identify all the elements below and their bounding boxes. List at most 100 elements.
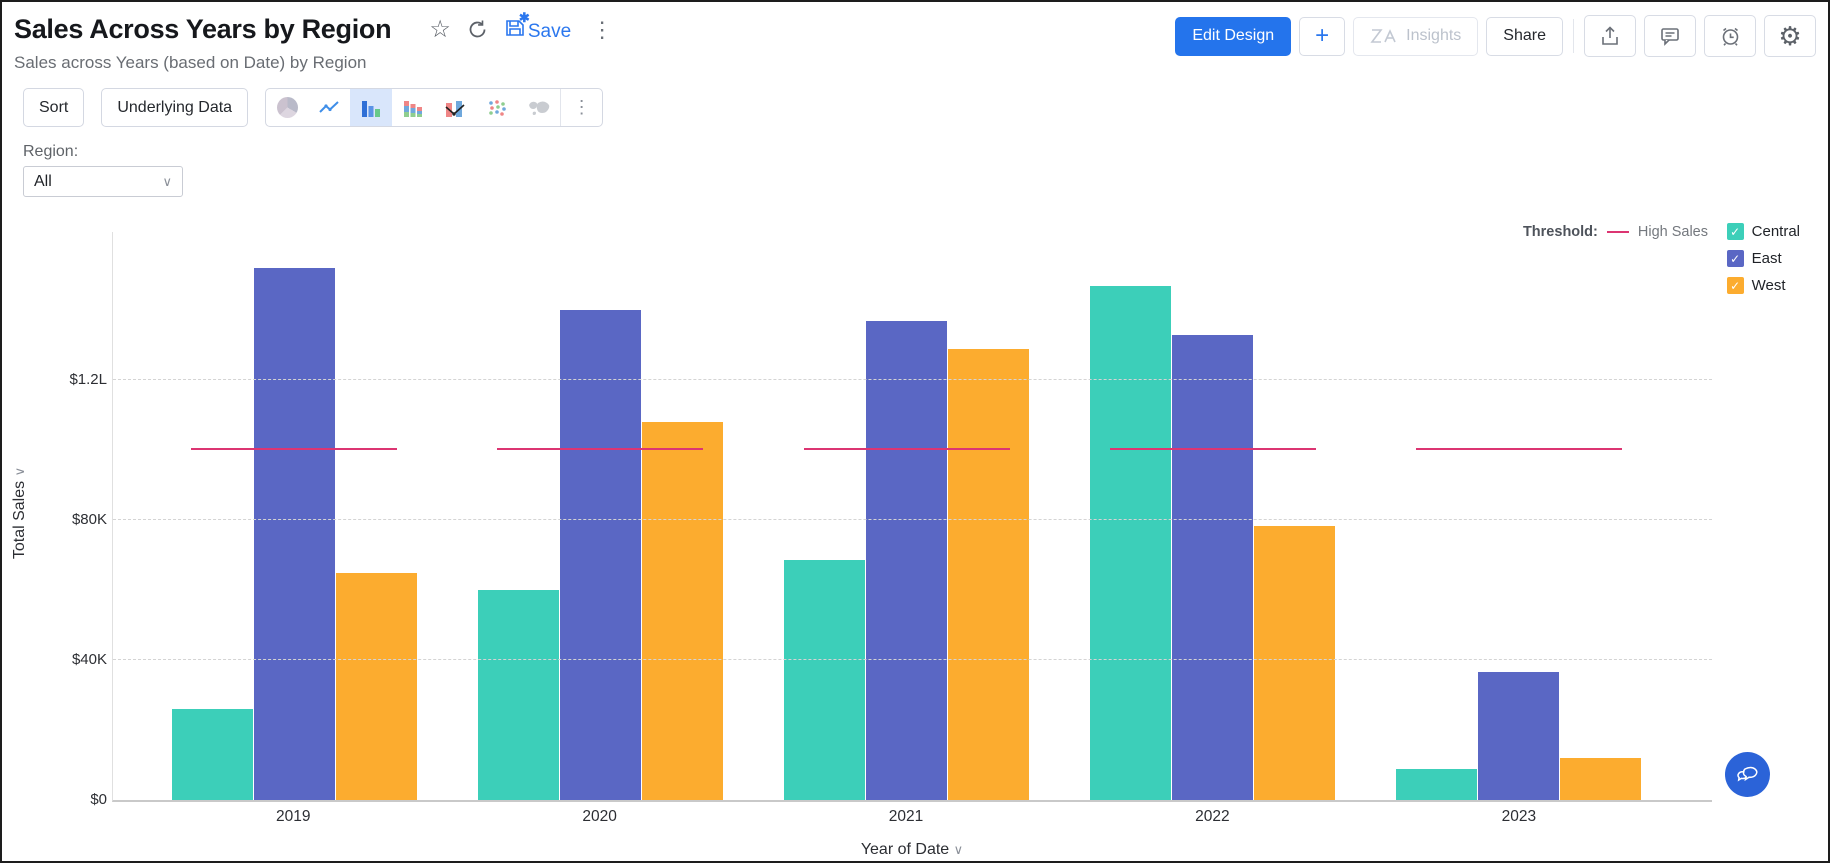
bar-group-2022	[1060, 232, 1366, 800]
chart-type-line-icon[interactable]	[308, 89, 350, 126]
alarm-clock-icon	[1719, 25, 1742, 48]
bar-central-2021[interactable]	[784, 560, 865, 800]
bar-east-2021[interactable]	[866, 320, 947, 800]
alerts-button[interactable]	[1704, 15, 1756, 57]
star-icon[interactable]: ☆	[429, 15, 451, 43]
chart-type-pie-icon[interactable]	[266, 89, 308, 126]
x-tick-label: 2023	[1501, 808, 1537, 825]
comment-icon	[1659, 25, 1681, 47]
chart-type-combo-icon[interactable]	[434, 89, 476, 126]
gridline	[113, 519, 1712, 521]
threshold-name: High Sales	[1637, 224, 1708, 240]
chart-type-switcher: ⋮	[265, 88, 604, 127]
legend-item-west[interactable]: ✓ West	[1726, 277, 1800, 294]
zia-insights-button[interactable]: Insights	[1353, 16, 1479, 56]
bar-west-2019[interactable]	[335, 572, 417, 800]
edit-design-button[interactable]: Edit Design	[1175, 16, 1292, 56]
bar-central-2019[interactable]	[171, 709, 253, 800]
chart-legend: ✓ Central ✓ East ✓ West	[1726, 223, 1800, 294]
settings-button[interactable]: ⚙	[1764, 15, 1816, 57]
bar-east-2020[interactable]	[559, 310, 641, 800]
x-axis-chevron-icon: ∨	[953, 842, 964, 857]
x-tick-label: 2019	[275, 808, 311, 825]
bar-central-2020[interactable]	[477, 590, 559, 800]
threshold-line-2019	[191, 448, 398, 451]
x-axis-title[interactable]: Year of Date ∨	[860, 841, 964, 858]
chart-type-scatter-icon[interactable]	[476, 89, 518, 126]
save-label: Save	[527, 20, 572, 42]
bar-east-2023[interactable]	[1478, 672, 1560, 800]
x-tick-label: 2021	[888, 808, 924, 825]
comment-button[interactable]	[1644, 15, 1696, 57]
legend-checkbox-west[interactable]: ✓	[1726, 277, 1744, 294]
page-title: Sales Across Years by Region	[14, 14, 392, 44]
zia-insights-label: Insights	[1406, 27, 1462, 44]
bar-group-2021	[753, 232, 1059, 800]
gridline	[113, 659, 1712, 661]
header-actions: Edit Design + Insights Share	[1175, 15, 1816, 57]
legend-checkbox-east[interactable]: ✓	[1726, 250, 1744, 267]
add-button[interactable]: +	[1299, 16, 1346, 56]
legend-item-central[interactable]: ✓ Central	[1726, 223, 1800, 240]
chart-plot-area: $0 $40K $80K $1.2L	[69, 232, 1712, 808]
legend-item-east[interactable]: ✓ East	[1726, 250, 1800, 267]
bar-east-2022[interactable]	[1172, 334, 1254, 800]
region-filter-select[interactable]: All ∨	[23, 166, 183, 197]
export-icon	[1599, 25, 1621, 47]
threshold-line-2022	[1109, 448, 1316, 451]
chart-type-stacked-bar-icon[interactable]	[392, 89, 434, 126]
zia-icon	[1370, 26, 1400, 46]
y-tick-label: $1.2L	[69, 371, 107, 389]
bar-west-2023[interactable]	[1560, 758, 1642, 800]
threshold-line-2021	[803, 448, 1010, 451]
bar-east-2019[interactable]	[253, 268, 335, 800]
y-tick-label: $0	[90, 791, 107, 808]
gridline	[113, 379, 1712, 381]
y-tick-label: $40K	[71, 651, 107, 669]
gear-icon: ⚙	[1778, 21, 1802, 51]
chart-type-more-icon[interactable]: ⋮	[560, 89, 602, 126]
x-tick-label: 2022	[1195, 808, 1230, 825]
bar-group-2023	[1366, 232, 1672, 800]
header: Sales Across Years by Region ☆ ✱ Save ⋮	[14, 10, 617, 45]
underlying-data-button[interactable]: Underlying Data	[101, 88, 249, 127]
sort-button[interactable]: Sort	[23, 88, 85, 127]
bar-central-2022[interactable]	[1090, 285, 1172, 800]
threshold-line-2020	[497, 448, 704, 451]
chart-toolbar: Sort Underlying Data	[23, 88, 604, 127]
save-icon: ✱	[504, 10, 530, 39]
legend-label: West	[1751, 277, 1786, 294]
region-filter-value: All	[34, 172, 52, 190]
region-filter-label: Region:	[23, 143, 79, 160]
chat-bubbles-icon	[1735, 763, 1761, 787]
chart-type-map-icon[interactable]	[518, 89, 560, 126]
title-more-icon[interactable]: ⋮	[591, 16, 614, 42]
ask-zia-bubble[interactable]	[1725, 752, 1770, 797]
bar-west-2022[interactable]	[1254, 525, 1336, 800]
chart-type-bar-icon[interactable]	[350, 89, 393, 126]
page-subtitle: Sales across Years (based on Date) by Re…	[14, 53, 367, 72]
bars-row	[141, 232, 1672, 800]
x-tick-label: 2020	[582, 808, 617, 825]
export-button[interactable]	[1584, 15, 1636, 57]
bar-group-2020	[447, 232, 753, 800]
save-button[interactable]: ✱ Save	[504, 10, 572, 43]
header-divider	[1573, 19, 1574, 53]
bar-west-2020[interactable]	[641, 422, 723, 800]
bar-west-2021[interactable]	[948, 348, 1029, 800]
chevron-down-icon: ∨	[162, 173, 172, 189]
threshold-line-2023	[1415, 448, 1622, 451]
share-button[interactable]: Share	[1486, 16, 1563, 56]
threshold-dash-icon	[1606, 230, 1629, 234]
legend-checkbox-central[interactable]: ✓	[1726, 223, 1744, 240]
threshold-legend: Threshold: High Sales	[1523, 224, 1708, 240]
x-axis-labels: 2019 2020 2021 2022 2023	[140, 808, 1672, 826]
y-tick-label: $80K	[71, 511, 107, 529]
bar-central-2023[interactable]	[1396, 768, 1478, 800]
bar-group-2019	[141, 232, 447, 800]
legend-label: Central	[1751, 223, 1800, 240]
y-axis-chevron-icon: ∨	[12, 466, 27, 477]
refresh-icon[interactable]	[467, 19, 488, 40]
threshold-legend-title: Threshold:	[1522, 224, 1598, 240]
